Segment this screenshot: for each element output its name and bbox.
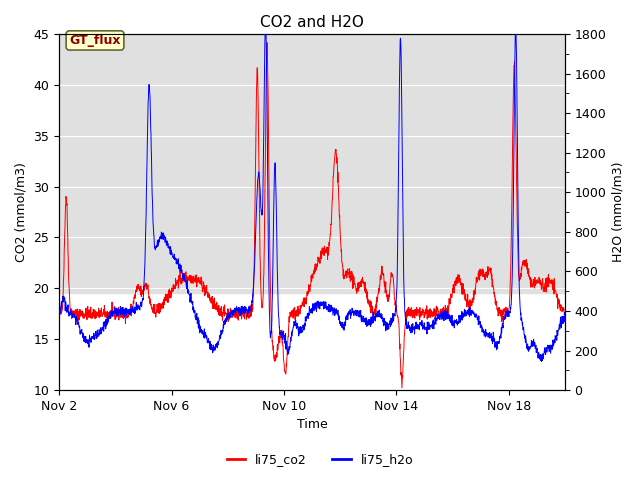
Title: CO2 and H2O: CO2 and H2O <box>260 15 364 30</box>
Bar <box>59 34 565 293</box>
Text: GT_flux: GT_flux <box>69 34 121 47</box>
X-axis label: Time: Time <box>296 419 328 432</box>
Y-axis label: CO2 (mmol/m3): CO2 (mmol/m3) <box>15 162 28 262</box>
Legend: li75_co2, li75_h2o: li75_co2, li75_h2o <box>221 448 419 471</box>
Y-axis label: H2O (mmol/m3): H2O (mmol/m3) <box>612 162 625 262</box>
